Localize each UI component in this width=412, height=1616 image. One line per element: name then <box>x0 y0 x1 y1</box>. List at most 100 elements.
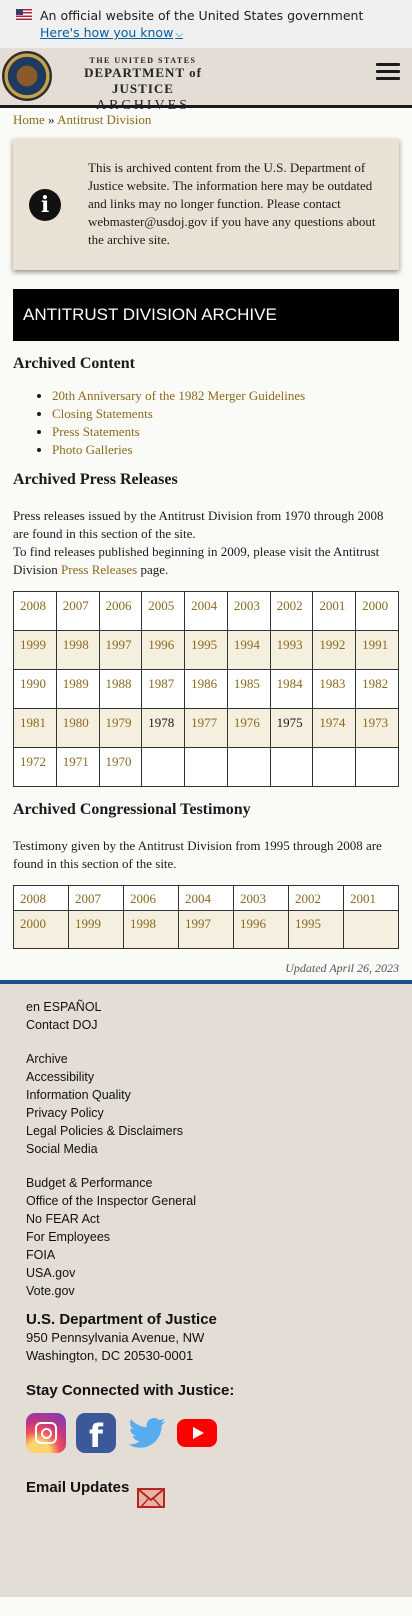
year-link[interactable]: 1987 <box>148 676 175 691</box>
year-link[interactable]: 1993 <box>276 637 303 652</box>
year-link[interactable]: 2007 <box>75 891 101 906</box>
table-cell: 1998 <box>123 910 179 949</box>
year-link[interactable]: 1971 <box>62 754 89 769</box>
footer-link[interactable]: Social Media <box>26 1142 98 1156</box>
press-statements-link[interactable]: Press Statements <box>52 424 140 439</box>
year-link[interactable]: 1985 <box>233 676 260 691</box>
footer-link[interactable]: No FEAR Act <box>26 1212 100 1226</box>
footer-link[interactable]: Office of the Inspector General <box>26 1194 197 1208</box>
year-link[interactable]: 1986 <box>191 676 218 691</box>
doj-seal-icon[interactable] <box>2 51 52 101</box>
footer-link[interactable]: FOIA <box>26 1248 56 1262</box>
breadcrumb-home-link[interactable]: Home <box>13 112 45 127</box>
year-link[interactable]: 2003 <box>240 891 266 906</box>
year-link[interactable]: 1990 <box>20 676 46 691</box>
hamburger-menu-icon[interactable] <box>376 63 400 83</box>
year-link[interactable]: 1973 <box>362 715 389 730</box>
merger-guidelines-link[interactable]: 20th Anniversary of the 1982 Merger Guid… <box>52 388 306 403</box>
facebook-icon[interactable]: f <box>76 1413 116 1455</box>
year-link[interactable]: 1982 <box>362 676 389 691</box>
table-cell: 1991 <box>355 630 399 670</box>
table-cell: 1971 <box>55 747 100 787</box>
year-link[interactable]: 2002 <box>276 598 303 613</box>
year-link[interactable]: 1995 <box>191 637 218 652</box>
year-link[interactable]: 1970 <box>105 754 132 769</box>
heres-how-you-know-link[interactable]: Here's how you know ⌵ <box>40 24 183 43</box>
year-link[interactable]: 1992 <box>319 637 346 652</box>
table-cell: 1972 <box>13 747 57 787</box>
footer-link[interactable]: USA.gov <box>26 1266 76 1280</box>
table-cell: 1997 <box>178 910 234 949</box>
footer-link[interactable]: Contact DOJ <box>26 1018 98 1032</box>
footer-link[interactable]: Legal Policies & Disclaimers <box>26 1124 184 1138</box>
year-link[interactable]: 2004 <box>191 598 218 613</box>
press-releases-page-link[interactable]: Press Releases <box>61 562 138 577</box>
photo-galleries-link[interactable]: Photo Galleries <box>52 442 133 457</box>
year-link[interactable]: 1994 <box>233 637 260 652</box>
year-link[interactable]: 1989 <box>62 676 89 691</box>
year-link[interactable]: 1977 <box>191 715 218 730</box>
year-link[interactable]: 1998 <box>62 637 89 652</box>
year-link[interactable]: 1996 <box>148 637 175 652</box>
year-link[interactable]: 2008 <box>20 891 46 906</box>
year-link[interactable]: 1996 <box>240 916 266 931</box>
year-link[interactable]: 2000 <box>20 916 46 931</box>
table-cell: 1973 <box>355 708 399 748</box>
year-link[interactable]: 2006 <box>105 598 132 613</box>
list-item: Photo Galleries <box>52 441 399 459</box>
year-link[interactable]: 2007 <box>62 598 89 613</box>
year-link[interactable]: 1999 <box>20 637 46 652</box>
year-link[interactable]: 1988 <box>105 676 132 691</box>
year-link[interactable]: 2000 <box>362 598 389 613</box>
year-link[interactable]: 1991 <box>362 637 389 652</box>
breadcrumb-separator: » <box>44 112 58 127</box>
year-link[interactable]: 2003 <box>233 598 260 613</box>
year-link[interactable]: 1972 <box>20 754 46 769</box>
year-link[interactable]: 2008 <box>20 598 46 613</box>
year-link[interactable]: 1981 <box>20 715 46 730</box>
footer-link[interactable]: For Employees <box>26 1230 111 1244</box>
archive-notice-text: This is archived content from the U.S. D… <box>88 160 376 247</box>
footer-link[interactable]: Archive <box>26 1052 68 1066</box>
footer-link[interactable]: en ESPAÑOL <box>26 1000 102 1014</box>
year-link[interactable]: 1974 <box>319 715 346 730</box>
archived-content-list: 20th Anniversary of the 1982 Merger Guid… <box>52 387 399 459</box>
table-cell <box>343 910 399 949</box>
year-link[interactable]: 1998 <box>130 916 156 931</box>
table-cell: 2001 <box>343 885 399 911</box>
logo-line-2: DEPARTMENT of JUSTICE <box>84 65 202 96</box>
year-link[interactable]: 1999 <box>75 916 101 931</box>
twitter-icon[interactable] <box>126 1413 168 1453</box>
footer-link[interactable]: Budget & Performance <box>26 1176 153 1190</box>
instagram-icon[interactable] <box>26 1413 66 1453</box>
year-link[interactable]: 1997 <box>105 637 132 652</box>
year-link[interactable]: 1980 <box>62 715 89 730</box>
year-link[interactable]: 2002 <box>295 891 321 906</box>
year-link[interactable]: 1997 <box>185 916 211 931</box>
table-cell: 1999 <box>13 630 57 670</box>
year-link[interactable]: 2001 <box>350 891 376 906</box>
year-link[interactable]: 1995 <box>295 916 321 931</box>
year-link[interactable]: 2004 <box>185 891 211 906</box>
year-link[interactable]: 1984 <box>276 676 303 691</box>
footer-link[interactable]: Vote.gov <box>26 1284 75 1298</box>
site-logo[interactable]: THE UNITED STATES DEPARTMENT of JUSTICE … <box>58 56 228 114</box>
footer-link[interactable]: Accessibility <box>26 1070 95 1084</box>
table-cell: 2000 <box>355 591 399 631</box>
footer-link[interactable]: Privacy Policy <box>26 1106 104 1120</box>
email-updates-link[interactable]: Email Updates <box>26 1479 386 1513</box>
year-link[interactable]: 2006 <box>130 891 156 906</box>
table-cell: 1986 <box>184 669 228 709</box>
footer-address-line-1: 950 Pennsylvania Avenue, NW <box>26 1330 205 1345</box>
table-cell: 1974 <box>312 708 357 748</box>
year-link[interactable]: 1979 <box>105 715 132 730</box>
footer-link[interactable]: Information Quality <box>26 1088 131 1102</box>
closing-statements-link[interactable]: Closing Statements <box>52 406 153 421</box>
breadcrumb-antitrust-link[interactable]: Antitrust Division <box>57 112 152 127</box>
archive-notice: i This is archived content from the U.S.… <box>13 139 399 270</box>
year-link[interactable]: 1983 <box>319 676 346 691</box>
youtube-icon[interactable] <box>177 1419 217 1447</box>
year-link[interactable]: 1976 <box>233 715 260 730</box>
year-link[interactable]: 2005 <box>148 598 175 613</box>
year-link[interactable]: 2001 <box>319 598 346 613</box>
